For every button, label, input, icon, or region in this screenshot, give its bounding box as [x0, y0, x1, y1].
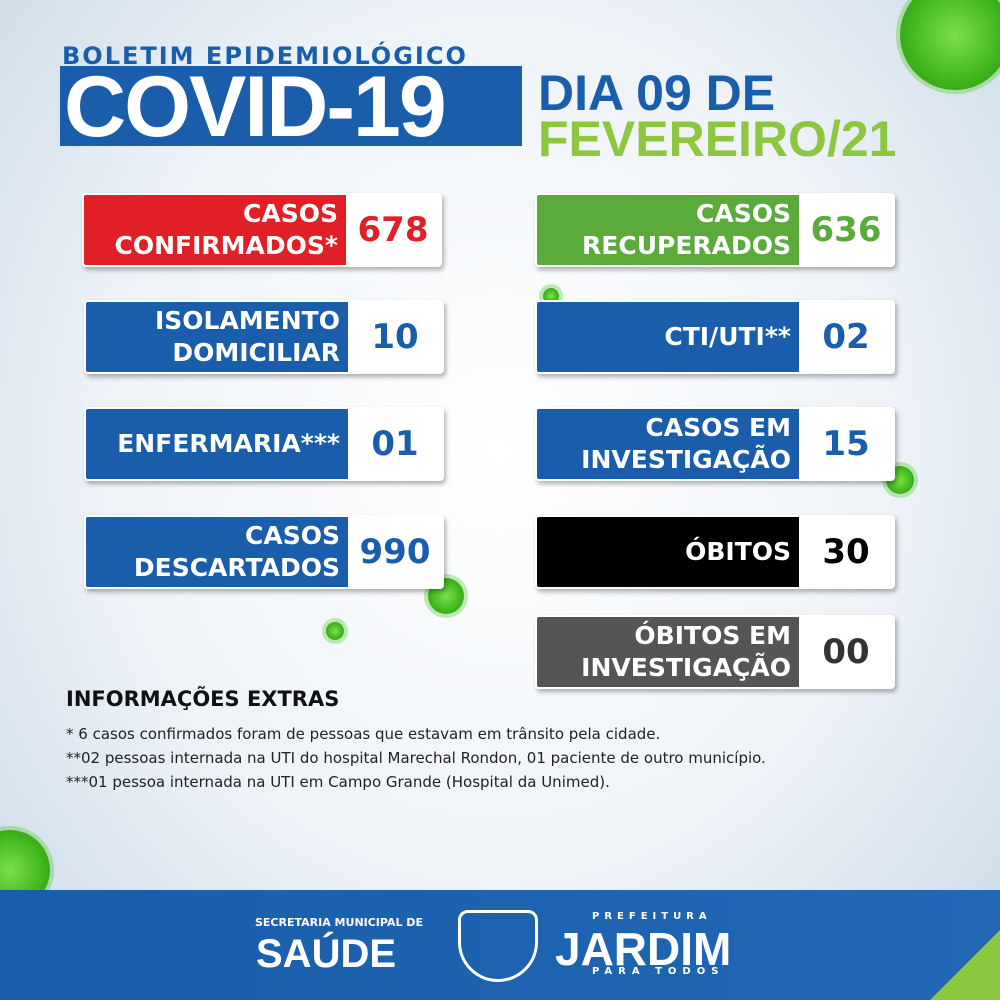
extras-title: INFORMAÇÕES EXTRAS	[66, 687, 340, 711]
title-band: COVID-19	[60, 59, 522, 155]
footer-text: JARDIM	[555, 923, 732, 975]
card-label: ISOLAMENTO DOMICILIAR	[86, 302, 348, 372]
card-label: CTI/UTI**	[537, 302, 799, 372]
card-label-line: INVESTIGAÇÃO	[581, 445, 791, 474]
card-label-line: RECUPERADOS	[582, 231, 791, 260]
card-label-line: CASOS	[243, 199, 338, 228]
card-label: CASOS CONFIRMADOS*	[84, 195, 346, 265]
date-line: FEVEREIRO/21	[538, 111, 897, 167]
footer-text: PREFEITURA	[592, 911, 712, 922]
card-label-line: CONFIRMADOS*	[114, 231, 338, 260]
stat-card: ENFERMARIA*** 01	[84, 407, 444, 481]
card-value: 00	[799, 617, 893, 687]
card-value: 30	[799, 517, 893, 587]
footer-text: SAÚDE	[256, 932, 397, 976]
card-label-line: INVESTIGAÇÃO	[581, 653, 791, 682]
card-label-line: CASOS EM	[645, 413, 791, 442]
card-value: 990	[348, 517, 442, 587]
card-label-line: ÓBITOS EM	[634, 621, 791, 650]
card-label-line: ÓBITOS	[685, 537, 791, 566]
stat-card: ISOLAMENTO DOMICILIAR 10	[84, 300, 444, 374]
card-label: ENFERMARIA***	[86, 409, 348, 479]
card-label: ÓBITOS EM INVESTIGAÇÃO	[537, 617, 799, 687]
note: * 6 casos confirmados foram de pessoas q…	[66, 725, 661, 743]
card-label: CASOS RECUPERADOS	[537, 195, 799, 265]
card-value: 02	[799, 302, 893, 372]
virus-decoration	[900, 0, 1000, 90]
stat-card: CASOS RECUPERADOS 636	[535, 193, 895, 267]
card-label: CASOS DESCARTADOS	[86, 517, 348, 587]
card-label-line: ENFERMARIA***	[117, 429, 340, 458]
card-label-line: DESCARTADOS	[133, 553, 340, 582]
card-label-line: ISOLAMENTO	[154, 306, 340, 335]
footer-text: SECRETARIA MUNICIPAL DE	[255, 916, 423, 929]
card-value: 678	[346, 195, 440, 265]
stat-card: CASOS EM INVESTIGAÇÃO 15	[535, 407, 895, 481]
note: ***01 pessoa internada na UTI em Campo G…	[66, 773, 610, 791]
note: **02 pessoas internada na UTI do hospita…	[66, 749, 766, 767]
card-label: CASOS EM INVESTIGAÇÃO	[537, 409, 799, 479]
stat-card: ÓBITOS EM INVESTIGAÇÃO 00	[535, 615, 895, 689]
footer-text: PARA TODOS	[592, 966, 725, 977]
card-label-line: CTI/UTI**	[664, 322, 791, 351]
stat-card: CASOS CONFIRMADOS* 678	[82, 193, 442, 267]
date-line: DIA 09 DE	[538, 65, 776, 121]
card-label-line: CASOS	[696, 199, 791, 228]
card-label: ÓBITOS	[537, 517, 799, 587]
stat-card: CTI/UTI** 02	[535, 300, 895, 374]
card-label-line: CASOS	[245, 521, 340, 550]
stat-card: CASOS DESCARTADOS 990	[84, 515, 444, 589]
subtitle: BOLETIM EPIDEMIOLÓGICO	[62, 42, 468, 70]
stat-card: ÓBITOS 30	[535, 515, 895, 589]
card-value: 10	[348, 302, 442, 372]
crest	[458, 910, 538, 982]
card-value: 15	[799, 409, 893, 479]
corner-decoration	[930, 930, 1000, 1000]
card-value: 01	[348, 409, 442, 479]
card-label-line: DOMICILIAR	[172, 338, 340, 367]
virus-decoration	[326, 622, 344, 640]
title: COVID-19	[64, 59, 447, 155]
card-value: 636	[799, 195, 893, 265]
